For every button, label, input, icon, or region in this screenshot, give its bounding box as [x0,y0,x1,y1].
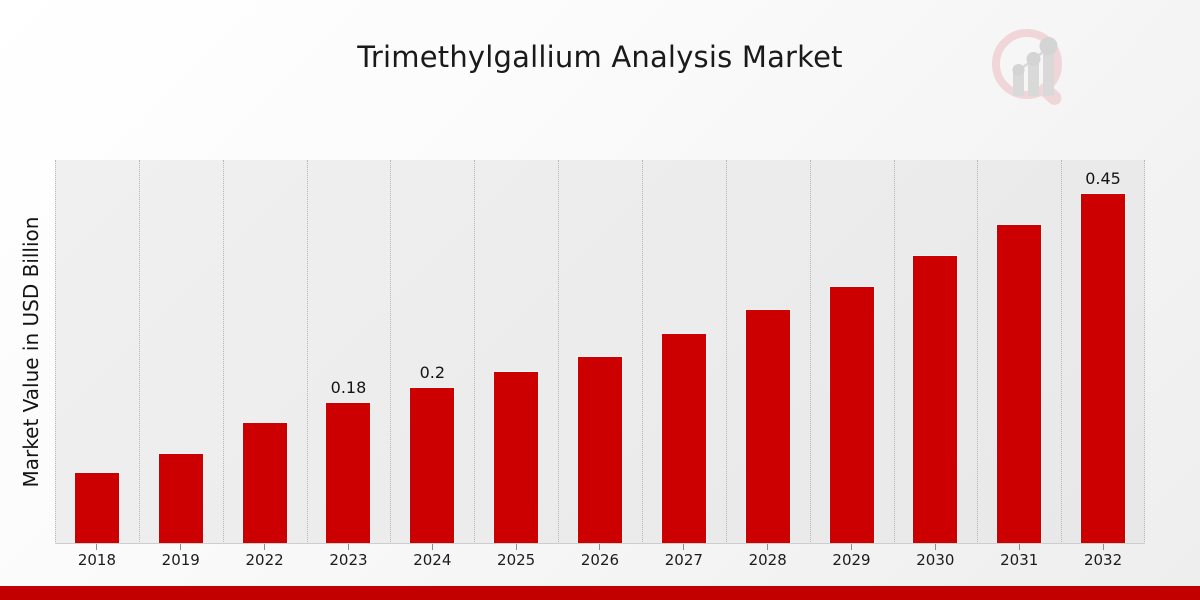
gridline [641,160,643,544]
bar[interactable] [73,472,120,544]
plot-area: 0.18 0.2 0.45 [55,160,1145,544]
gridline [1144,160,1145,544]
gridline [55,160,56,544]
tick-slot [223,544,307,550]
x-axis-tick-label: 2030 [916,551,955,569]
tick-slot [558,544,642,550]
market-research-magnifier-logo [975,20,1085,120]
tick-slot [307,544,391,550]
x-axis-tick-label: 2022 [245,551,284,569]
tick-mark [347,544,349,550]
x-axis-ticks [55,544,1145,550]
tick-mark [264,544,266,550]
tick-slot [55,544,139,550]
tick-mark [851,544,853,550]
bar[interactable] [157,452,204,544]
gridline [809,160,811,544]
page-title: Trimethylgallium Analysis Market [357,40,843,74]
bar[interactable]: 0.18 [325,378,372,544]
bar[interactable] [576,355,623,544]
x-axis-tick-label: 2027 [664,551,703,569]
bar-slot [558,160,642,544]
bar-value-label: 0.18 [330,378,367,398]
tick-mark [599,544,601,550]
tick-mark [96,544,98,550]
bar-slot: 0.2 [390,160,474,544]
bar-slot: 0.45 [1061,160,1145,544]
gridline [474,160,476,544]
gridline [1061,160,1063,544]
bar[interactable]: 0.2 [409,363,456,544]
bar-slot [642,160,726,544]
x-axis-tick-label: 2029 [832,551,871,569]
tick-mark [934,544,936,550]
tick-slot [726,544,810,550]
gridline [390,160,392,544]
gridline [138,160,140,544]
tick-mark [1018,544,1020,550]
tick-slot [390,544,474,550]
x-axis-tick-labels: 2018 2019 2022 2023 2024 2025 2026 2027 2028 2029… [55,551,1145,569]
bar-slot [810,160,894,544]
tick-slot [474,544,558,550]
bar-chart-icon [1012,37,1058,96]
bottom-accent-bar [0,586,1200,600]
x-axis-tick-label: 2025 [497,551,536,569]
tick-slot [1061,544,1145,550]
tick-slot [893,544,977,550]
bar-slot [139,160,223,544]
tick-slot [977,544,1061,550]
bar[interactable] [828,286,875,544]
tick-mark [1102,544,1104,550]
x-axis-tick-label: 2026 [580,551,620,569]
x-axis-tick-label: 2032 [1083,551,1123,569]
x-axis-tick-label: 2019 [161,551,200,569]
bar[interactable] [996,223,1043,544]
x-axis-tick-label: 2023 [329,551,368,569]
tick-mark [767,544,769,550]
x-axis-tick-label: 2024 [413,551,452,569]
bars-layer: 0.18 0.2 0.45 [55,160,1145,544]
gridline [222,160,224,544]
bar-slot [55,160,139,544]
tick-mark [180,544,182,550]
bar[interactable] [744,309,791,544]
bar-slot [223,160,307,544]
x-axis-line [55,543,1145,544]
bar[interactable] [241,421,288,544]
gridline [725,160,727,544]
tick-slot [810,544,894,550]
x-axis-tick-label: 2028 [748,551,787,569]
tick-mark [431,544,433,550]
bar-value-label: 0.45 [1085,168,1121,188]
bar-value-label: 0.2 [419,362,446,382]
bar[interactable] [660,332,707,544]
bar[interactable] [493,371,540,544]
bar-slot [977,160,1061,544]
bar[interactable] [912,254,959,544]
x-axis-tick-label: 2018 [77,551,117,569]
tick-slot [139,544,223,550]
bar-slot: 0.18 [307,160,391,544]
gridline [306,160,308,544]
gridline [893,160,895,544]
bar[interactable]: 0.45 [1080,169,1127,544]
tick-slot [642,544,726,550]
tick-mark [683,544,685,550]
y-axis-title: Market Value in USD Billion [19,216,43,488]
bar-slot [474,160,558,544]
gridline [977,160,979,544]
x-axis-tick-label: 2031 [1000,551,1039,569]
bar-slot [726,160,810,544]
tick-mark [515,544,517,550]
bar-slot [893,160,977,544]
gridline [558,160,560,544]
